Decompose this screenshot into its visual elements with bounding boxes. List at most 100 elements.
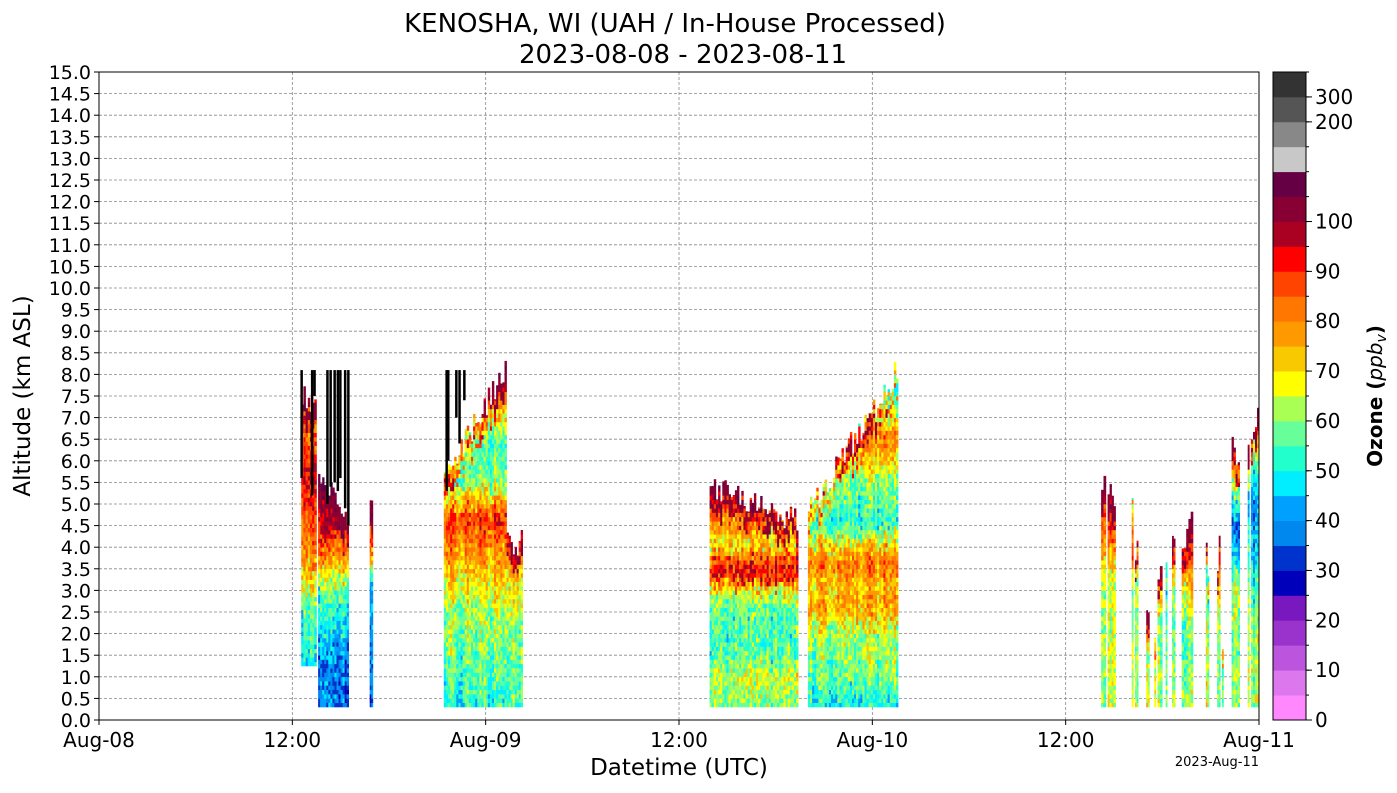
ozone-cell — [737, 685, 739, 690]
ozone-cell — [484, 582, 486, 587]
ozone-cell — [762, 530, 764, 535]
ozone-cell — [748, 634, 750, 639]
ozone-cell — [332, 660, 334, 665]
ozone-cell — [456, 526, 458, 531]
ozone-cell — [345, 698, 347, 703]
ozone-cell — [477, 577, 479, 582]
ozone-cell — [371, 586, 373, 591]
ozone-cell — [482, 431, 484, 436]
ozone-cell — [456, 590, 458, 595]
ozone-cell — [306, 441, 309, 446]
ozone-cell — [458, 530, 460, 535]
ozone-cell — [500, 629, 502, 634]
ozone-cell — [463, 595, 465, 600]
ozone-cell — [479, 599, 481, 604]
ozone-cell — [444, 560, 446, 565]
ozone-cell — [507, 547, 509, 552]
ozone-cell — [756, 677, 758, 682]
ozone-cell — [463, 694, 465, 699]
ozone-cell — [458, 573, 460, 578]
ozone-cell — [710, 634, 712, 639]
ozone-cell — [492, 664, 494, 669]
ozone-cell — [498, 547, 500, 552]
ozone-cell — [332, 690, 334, 695]
ozone-cell — [724, 634, 726, 639]
ozone-cell — [337, 660, 339, 665]
ozone-cell — [465, 569, 467, 574]
ozone-cell — [334, 565, 336, 570]
ozone-cell — [337, 508, 339, 513]
ozone-cell — [746, 543, 748, 548]
ozone-cell — [339, 616, 341, 621]
ozone-cell — [444, 638, 446, 643]
ozone-cell — [712, 621, 714, 626]
ozone-cell — [519, 629, 521, 634]
ozone-cell — [463, 487, 465, 492]
ozone-cell — [758, 521, 760, 526]
ozone-cell — [513, 681, 515, 686]
ozone-cell — [446, 560, 448, 565]
ozone-cell — [505, 539, 507, 544]
ozone-cell — [488, 469, 490, 474]
ozone-cell — [467, 577, 469, 582]
ozone-cell — [469, 478, 471, 483]
ozone-cell — [446, 521, 448, 526]
ozone-cell — [458, 455, 460, 457]
ozone-cell — [760, 586, 762, 591]
ozone-cell — [446, 694, 448, 699]
ozone-cell — [765, 560, 767, 565]
ozone-cell — [301, 610, 304, 615]
ozone-cell — [446, 539, 448, 544]
ozone-cell — [467, 590, 469, 595]
ozone-cell — [475, 491, 477, 496]
ozone-cell — [762, 668, 764, 673]
ozone-cell — [727, 569, 729, 574]
ozone-cell — [330, 599, 332, 604]
ozone-cell — [446, 625, 448, 630]
ozone-cell — [446, 612, 448, 617]
ozone-cell — [752, 569, 754, 574]
ozone-cell — [343, 599, 345, 604]
ozone-cell — [484, 642, 486, 647]
ozone-cell — [496, 422, 498, 427]
ozone-cell — [458, 677, 460, 682]
ozone-cell — [314, 549, 317, 554]
ozone-cell — [727, 590, 729, 595]
ozone-cell — [475, 513, 477, 518]
ozone-cell — [712, 560, 714, 565]
ozone-cell — [737, 504, 739, 509]
ozone-cell — [727, 582, 729, 587]
ozone-cell — [741, 625, 743, 630]
ozone-cell — [450, 629, 452, 634]
ozone-cell — [767, 677, 769, 682]
ozone-cell — [505, 366, 507, 371]
ozone-cell — [328, 530, 330, 535]
ozone-cell — [739, 582, 741, 587]
ozone-cell — [343, 556, 345, 561]
ozone-cell — [330, 685, 332, 690]
ozone-cell — [318, 599, 320, 604]
ozone-cell — [498, 379, 500, 384]
ozone-cell — [461, 668, 463, 673]
ozone-cell — [724, 482, 726, 487]
ozone-cell — [498, 560, 500, 565]
ozone-cell — [484, 608, 486, 613]
ozone-cell — [498, 629, 500, 634]
ozone-cell — [310, 597, 313, 602]
ozone-cell — [469, 642, 471, 647]
ozone-cell — [750, 608, 752, 613]
ozone-cell — [500, 673, 502, 678]
ozone-cell — [500, 552, 502, 557]
ozone-cell — [469, 621, 471, 626]
ozone-cell — [343, 603, 345, 608]
ozone-cell — [303, 588, 306, 593]
ozone-cell — [739, 577, 741, 582]
ozone-cell — [330, 556, 332, 561]
ozone-cell — [306, 532, 309, 537]
ozone-cell — [746, 677, 748, 682]
ozone-cell — [306, 640, 309, 645]
ozone-cell — [720, 616, 722, 621]
ozone-cell — [467, 595, 469, 600]
ozone-cell — [444, 599, 446, 604]
ozone-cell — [502, 677, 504, 682]
